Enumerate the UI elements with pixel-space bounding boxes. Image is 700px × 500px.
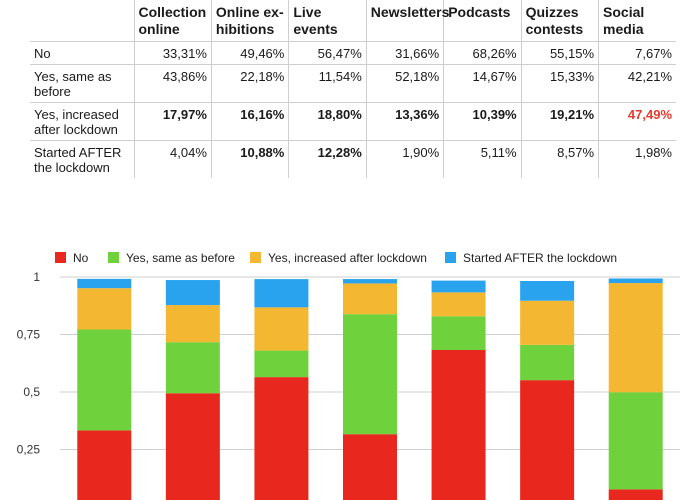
table-cell: 4,04% [133,140,212,178]
bar-segment [431,280,486,293]
table-cell: 14,67% [443,64,522,103]
table-cell: 42,21% [598,64,676,103]
table-row: No 33,31% 49,46% 56,47% 31,66% 68,26% 55… [30,41,676,65]
table-cell: 12,28% [288,140,367,178]
results-table-container: Collection online Online ex-hibitions Li… [30,0,680,178]
bar-segment [520,380,575,500]
bar-segment [431,316,486,351]
column-header: Online ex-hibitions [210,0,289,42]
column-header: Social media [598,0,676,42]
bar-segment [608,392,663,490]
table-cell: 68,26% [443,41,522,65]
table-cell: 47,49% [598,102,676,141]
table-cell: 13,36% [365,102,444,141]
table-cell: 10,39% [443,102,522,141]
bar-segment [254,377,309,500]
table-cell: 49,46% [210,41,289,65]
legend-swatch [250,252,261,263]
chart-legend: No Yes, same as before Yes, increased afte… [55,251,617,265]
legend-label: No [73,251,89,265]
y-axis: 0,25 0,5 0,75 1 [17,270,41,457]
table-cell: 52,18% [365,64,444,103]
table-cell: 10,88% [210,140,289,178]
table-cell: 33,31% [133,41,212,65]
table-cell: 15,33% [520,64,599,103]
table-cell: 7,67% [598,41,676,65]
table-cell: 22,18% [210,64,289,103]
bar-segment [520,344,575,381]
stacked-bar-chart: No Yes, same as before Yes, increased afte… [17,251,680,500]
table-cell: 56,47% [288,41,367,65]
bar-segment [77,430,132,500]
bar-segment [165,280,220,306]
table-corner-header [30,0,134,42]
bar-segment [77,278,132,289]
bar-segment [165,305,220,343]
bar-segment [254,307,309,351]
table-cell: 5,11% [443,140,522,178]
table-cell: 19,21% [520,102,599,141]
bar-segment [520,281,575,301]
results-table: Collection online Online ex-hibitions Li… [30,0,676,178]
table-row: Started AFTER the lockdown 4,04% 10,88% … [30,140,676,178]
legend-label: Yes, same as before [126,251,235,265]
chart-bars [77,278,663,500]
bar-segment [520,300,575,345]
y-tick-label: 1 [33,270,40,284]
column-header: Live events [288,0,367,42]
legend-label: Yes, increased after lockdown [268,251,427,265]
table-cell: 1,98% [598,140,676,178]
y-tick-label: 0,75 [17,328,41,342]
legend-label: Started AFTER the lockdown [463,251,617,265]
y-tick-label: 0,5 [23,385,40,399]
row-label: Yes, increased after lockdown [30,102,134,141]
table-header-row: Collection online Online ex-hibitions Li… [30,0,676,42]
column-header: Collection online [133,0,212,42]
column-header: Newsletters [365,0,449,42]
bar-segment [343,314,397,435]
bar-segment [254,279,309,308]
bar-segment [77,288,132,330]
row-label: Started AFTER the lockdown [30,140,134,178]
legend-swatch [445,252,456,263]
bar-segment [343,434,397,500]
bar-segment [608,278,663,284]
bar-segment [77,329,132,431]
y-tick-label: 0,25 [17,443,41,457]
row-label: No [30,41,134,65]
bar-segment [608,489,663,500]
table-cell: 55,15% [520,41,599,65]
column-header: Podcasts [443,0,522,42]
table-cell: 43,86% [133,64,212,103]
column-header: Quizzes contests [520,0,599,42]
bar-segment [343,283,397,315]
bar-segment [165,342,220,394]
bar-segment [431,350,486,500]
table-cell: 1,90% [365,140,444,178]
bar-segment [343,279,397,284]
bar-segment [608,283,663,393]
table-row: Yes, same as before 43,86% 22,18% 11,54%… [30,64,676,103]
bar-segment [165,393,220,500]
table-row: Yes, increased after lockdown 17,97% 16,… [30,102,676,141]
legend-swatch [55,252,66,263]
table-cell: 17,97% [133,102,212,141]
table-cell: 31,66% [365,41,444,65]
table-cell: 11,54% [288,64,367,103]
bar-segment [431,292,486,317]
table-cell: 18,80% [288,102,367,141]
table-cell: 8,57% [520,140,599,178]
table-cell: 16,16% [210,102,289,141]
legend-swatch [108,252,119,263]
row-label: Yes, same as before [30,64,134,103]
bar-segment [254,350,309,378]
